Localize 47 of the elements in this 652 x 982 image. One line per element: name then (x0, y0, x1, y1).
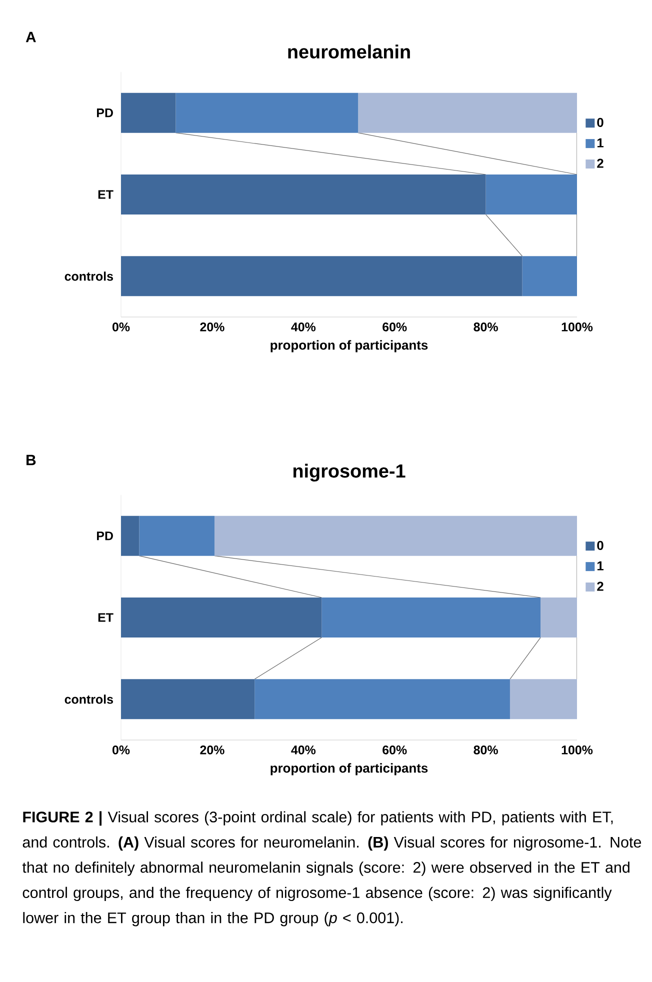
bar (322, 598, 541, 638)
y-tick-label: PD (97, 532, 113, 540)
y-tick-label: PD (97, 108, 113, 118)
legend-label: 1 (597, 561, 604, 570)
bar (214, 516, 578, 556)
x-tick-label: 20% (200, 322, 224, 332)
bar (540, 598, 578, 638)
bar (358, 92, 578, 133)
x-tick-label: 60% (382, 746, 407, 754)
y-tick-label: controls (64, 694, 113, 704)
x-tick-label: 40% (291, 746, 316, 754)
bar (121, 92, 176, 133)
legend-label: 0 (597, 118, 604, 128)
x-tick-label: 0% (112, 746, 130, 754)
x-axis-title: proportion of participants (270, 763, 428, 776)
legend-label: 1 (597, 138, 604, 148)
x-axis-title: proportion of participants (270, 340, 428, 352)
x-tick-label: 80% (474, 322, 498, 332)
x-tick-label: 60% (382, 322, 407, 332)
chart-title: nigrosome-1 (293, 464, 406, 482)
x-tick-label: 100% (562, 322, 593, 332)
bar (121, 174, 486, 215)
bar (121, 256, 522, 296)
x-tick-label: 100% (562, 746, 593, 754)
bar (510, 679, 578, 720)
bar (121, 679, 255, 720)
y-tick-label: controls (64, 272, 113, 281)
bar (121, 598, 322, 638)
x-tick-label: 20% (200, 746, 224, 754)
bar (486, 174, 578, 215)
text: FIGURE 2 | Visual scores (3-point ordinal scale) for patients with PD, patients with ET, and controls. (A) Visual scores for neuromelanin. (B) Visual scores for nigrosome-1. Note that no definitely abnormal neuromelanin signals (score: 2) were observed in the ET and control groups, and the frequency of nigrosome-1 absence (score: 2) was significantly lower in the ET group than in the PD group (p < 0.001). (22, 811, 642, 926)
legend-label: 2 (597, 158, 604, 168)
bar (176, 92, 358, 133)
bar (121, 516, 140, 556)
y-tick-label: ET (98, 190, 114, 199)
x-tick-label: 40% (291, 322, 316, 332)
text: A (26, 32, 36, 42)
bar (254, 679, 510, 720)
text: B (26, 454, 36, 466)
x-tick-label: 80% (474, 746, 498, 754)
chart-title: neuromelanin (288, 44, 410, 59)
bar (522, 256, 578, 296)
legend-label: 0 (597, 540, 604, 550)
x-tick-label: 0% (112, 322, 130, 332)
bar (139, 516, 214, 556)
y-tick-label: ET (98, 613, 114, 622)
legend-label: 2 (597, 582, 604, 591)
